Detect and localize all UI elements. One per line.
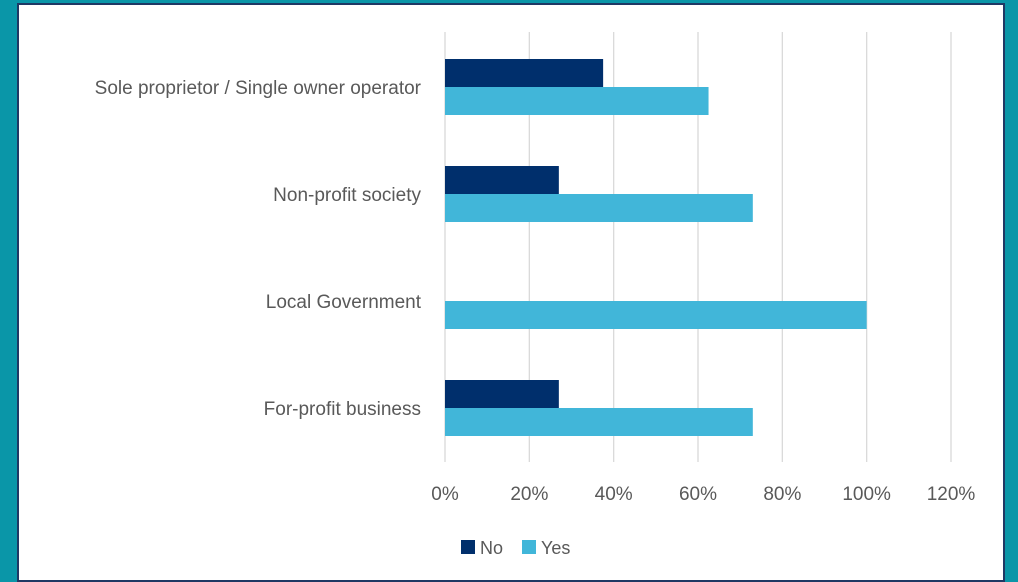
x-tick-label: 60% xyxy=(679,484,717,505)
category-label: Sole proprietor / Single owner operator xyxy=(95,78,422,99)
category-label: Non-profit society xyxy=(273,185,421,206)
bar-chart: 0% 20% 40% 60% 80% 100% 120% Sole proprietor / … xyxy=(95,32,976,558)
x-tick-label: 80% xyxy=(763,484,801,505)
bar-no xyxy=(445,59,604,87)
bar-yes xyxy=(445,301,867,329)
x-tick-label: 40% xyxy=(595,484,633,505)
legend-label-no: No xyxy=(480,538,503,558)
bar-yes xyxy=(445,194,753,222)
bar-yes xyxy=(445,408,753,436)
x-tick-label: 100% xyxy=(842,484,891,505)
x-tick-label: 120% xyxy=(927,484,976,505)
chart-frame: 0% 20% 40% 60% 80% 100% 120% Sole proprietor / … xyxy=(17,3,1005,582)
category-label: Local Government xyxy=(266,292,422,313)
legend-swatch-yes xyxy=(522,540,536,554)
bar-yes xyxy=(445,87,709,115)
category-label: For-profit business xyxy=(264,399,421,420)
bar-no xyxy=(445,166,559,194)
x-tick-label: 20% xyxy=(510,484,548,505)
bar-no xyxy=(445,380,559,408)
legend-swatch-no xyxy=(461,540,475,554)
legend-label-yes: Yes xyxy=(541,538,570,558)
x-tick-label: 0% xyxy=(431,484,459,505)
